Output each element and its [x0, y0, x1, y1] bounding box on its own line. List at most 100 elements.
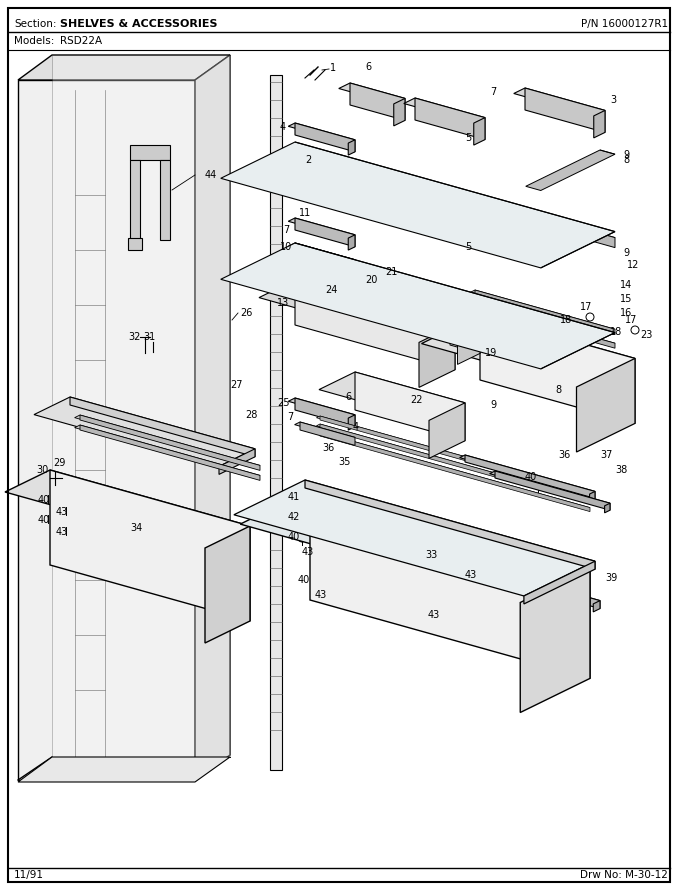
Polygon shape — [605, 503, 610, 513]
Polygon shape — [50, 470, 250, 621]
Text: 41: 41 — [288, 492, 301, 502]
Polygon shape — [541, 333, 615, 368]
Text: 9: 9 — [623, 150, 629, 160]
Polygon shape — [594, 110, 605, 138]
Polygon shape — [320, 432, 590, 512]
Text: 32: 32 — [128, 332, 140, 342]
Text: 15: 15 — [620, 294, 632, 304]
Text: 4: 4 — [280, 122, 286, 132]
Text: Models:: Models: — [14, 36, 54, 46]
Polygon shape — [526, 150, 615, 190]
Text: 42: 42 — [288, 512, 301, 522]
Polygon shape — [498, 574, 600, 604]
Polygon shape — [480, 315, 635, 424]
Polygon shape — [34, 397, 255, 466]
Text: 43: 43 — [56, 527, 68, 537]
Polygon shape — [415, 98, 485, 140]
Text: 6: 6 — [345, 392, 351, 402]
Polygon shape — [294, 422, 355, 440]
Text: 43: 43 — [302, 547, 314, 557]
Polygon shape — [600, 150, 615, 154]
Polygon shape — [221, 142, 615, 268]
Text: 1: 1 — [330, 63, 336, 73]
Text: 22: 22 — [410, 395, 422, 405]
Text: 8: 8 — [623, 155, 629, 165]
Polygon shape — [474, 117, 485, 145]
Polygon shape — [593, 601, 600, 612]
Polygon shape — [160, 160, 170, 240]
Text: 17: 17 — [625, 315, 637, 325]
Text: 37: 37 — [600, 450, 613, 460]
Polygon shape — [350, 83, 405, 120]
Polygon shape — [339, 83, 405, 104]
Polygon shape — [471, 318, 615, 360]
Polygon shape — [465, 455, 595, 498]
Polygon shape — [322, 282, 585, 357]
Polygon shape — [295, 142, 615, 231]
Polygon shape — [75, 415, 260, 468]
Polygon shape — [429, 403, 465, 458]
Text: 19: 19 — [485, 348, 497, 358]
Polygon shape — [300, 422, 355, 445]
Text: 43: 43 — [465, 570, 477, 580]
Text: 4: 4 — [353, 422, 359, 432]
Polygon shape — [130, 145, 170, 160]
Polygon shape — [320, 424, 590, 504]
Polygon shape — [259, 280, 455, 343]
Polygon shape — [471, 304, 615, 345]
Polygon shape — [70, 397, 255, 457]
Polygon shape — [288, 243, 355, 263]
Text: 33: 33 — [425, 550, 437, 560]
Polygon shape — [348, 260, 355, 273]
Polygon shape — [394, 99, 405, 125]
Polygon shape — [495, 471, 610, 510]
Polygon shape — [80, 415, 260, 471]
Polygon shape — [450, 310, 480, 353]
Text: 17: 17 — [580, 302, 592, 312]
Polygon shape — [419, 325, 455, 387]
Text: 39: 39 — [605, 573, 617, 583]
Polygon shape — [525, 88, 605, 133]
Polygon shape — [298, 497, 353, 521]
Text: 35: 35 — [338, 457, 350, 467]
Text: 44: 44 — [205, 170, 217, 180]
Polygon shape — [348, 140, 355, 155]
Polygon shape — [18, 757, 230, 782]
Polygon shape — [310, 490, 590, 678]
Text: 40: 40 — [298, 575, 310, 585]
Polygon shape — [520, 569, 590, 713]
Text: 40: 40 — [525, 472, 537, 482]
Polygon shape — [80, 425, 260, 481]
Polygon shape — [75, 425, 260, 478]
Text: 26: 26 — [240, 308, 252, 318]
Text: 9: 9 — [490, 400, 496, 410]
Polygon shape — [295, 398, 355, 427]
Text: 13: 13 — [277, 298, 289, 308]
Text: 36: 36 — [558, 450, 571, 460]
Polygon shape — [295, 148, 615, 247]
Polygon shape — [524, 562, 595, 604]
Text: 3: 3 — [610, 95, 616, 105]
Polygon shape — [428, 310, 480, 329]
Polygon shape — [195, 55, 230, 780]
Polygon shape — [319, 372, 465, 420]
Polygon shape — [355, 372, 465, 441]
Text: 16: 16 — [620, 308, 632, 318]
Polygon shape — [288, 398, 355, 418]
Polygon shape — [404, 98, 485, 123]
Polygon shape — [460, 455, 595, 494]
Text: 40: 40 — [38, 515, 50, 525]
Polygon shape — [219, 449, 255, 474]
Text: 5: 5 — [465, 242, 471, 252]
Text: 7: 7 — [287, 412, 293, 422]
Polygon shape — [130, 160, 140, 240]
Text: 2: 2 — [305, 155, 311, 165]
Polygon shape — [316, 416, 590, 493]
Text: 43: 43 — [315, 590, 327, 600]
Polygon shape — [348, 235, 355, 250]
Polygon shape — [322, 274, 585, 349]
Polygon shape — [475, 304, 615, 348]
Polygon shape — [541, 231, 615, 268]
Text: 20: 20 — [365, 275, 377, 285]
Polygon shape — [295, 280, 455, 370]
